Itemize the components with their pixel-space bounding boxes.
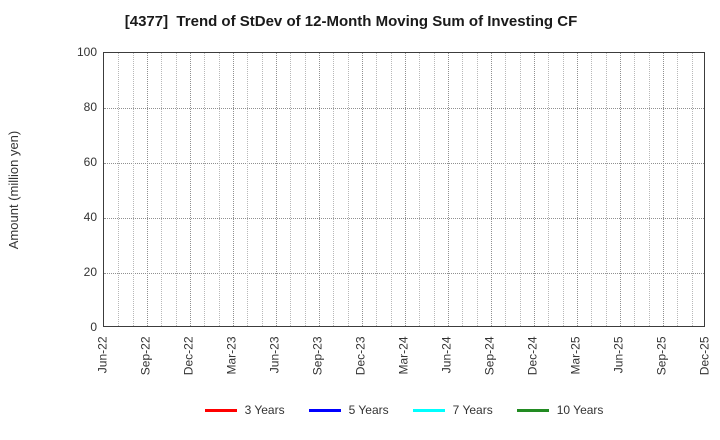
v-gridline	[161, 53, 163, 326]
v-gridline	[405, 53, 406, 326]
y-tick-label: 80	[83, 100, 97, 114]
x-tick-label: Dec-25	[697, 336, 712, 376]
x-tick-label: Dec-24	[525, 336, 540, 376]
v-gridline	[233, 53, 234, 326]
h-gridline	[104, 108, 704, 109]
v-gridline	[218, 53, 220, 326]
h-gridline	[104, 218, 704, 219]
chart-title: [4377] Trend of StDev of 12-Month Moving…	[124, 13, 578, 30]
y-axis-label: Amount (million yen)	[6, 130, 21, 250]
v-gridline	[677, 53, 679, 326]
v-gridline	[462, 53, 464, 326]
v-gridline	[691, 53, 693, 326]
x-tick-label: Jun-23	[267, 336, 282, 374]
v-gridline	[347, 53, 349, 326]
v-gridline	[562, 53, 564, 326]
legend-item-10-years: 10 Years	[516, 403, 604, 417]
legend-item-5-years: 5 Years	[308, 403, 389, 417]
v-gridline	[534, 53, 535, 326]
v-gridline	[419, 53, 421, 326]
v-gridline	[247, 53, 249, 326]
legend-item-7-years: 7 Years	[412, 403, 493, 417]
x-tick-label: Sep-24	[482, 336, 497, 376]
legend-line-swatch	[308, 408, 341, 412]
v-gridline	[276, 53, 277, 326]
v-gridline	[376, 53, 378, 326]
v-gridline	[433, 53, 435, 326]
v-gridline	[118, 53, 120, 326]
plot-area	[103, 52, 705, 327]
v-gridline	[577, 53, 578, 326]
v-gridline	[333, 53, 335, 326]
legend-line-swatch	[204, 408, 237, 412]
y-tick-label: 20	[83, 265, 97, 279]
y-tick-label: 40	[83, 210, 97, 224]
v-gridline	[476, 53, 478, 326]
v-gridline	[147, 53, 148, 326]
x-tick-label: Jun-25	[611, 336, 626, 374]
y-tick-label: 0	[90, 320, 97, 334]
x-tick-label: Mar-23	[224, 336, 239, 375]
x-tick-label: Jun-24	[439, 336, 454, 374]
h-gridline	[104, 163, 704, 164]
v-gridline	[190, 53, 191, 326]
v-gridline	[448, 53, 449, 326]
legend-label: 5 Years	[348, 403, 389, 417]
legend-label: 10 Years	[556, 403, 604, 417]
v-gridline	[132, 53, 134, 326]
v-gridline	[175, 53, 177, 326]
x-tick-label: Dec-23	[353, 336, 368, 376]
v-gridline	[663, 53, 664, 326]
v-gridline	[548, 53, 550, 326]
v-gridline	[362, 53, 363, 326]
x-tick-label: Sep-25	[654, 336, 669, 376]
v-gridline	[591, 53, 593, 326]
legend-line-swatch	[516, 408, 549, 412]
y-tick-label: 100	[76, 45, 97, 59]
legend: 3 Years 5 Years 7 Years 10 Years	[103, 401, 705, 419]
x-tick-label: Mar-24	[396, 336, 411, 375]
v-gridline	[620, 53, 621, 326]
x-tick-label: Mar-25	[568, 336, 583, 375]
y-tick-label: 60	[83, 155, 97, 169]
v-gridline	[390, 53, 392, 326]
v-gridline	[261, 53, 263, 326]
x-tick-label: Dec-22	[181, 336, 196, 376]
v-gridline	[634, 53, 636, 326]
v-gridline	[491, 53, 492, 326]
v-gridline	[319, 53, 320, 326]
v-gridline	[304, 53, 306, 326]
x-tick-label: Sep-22	[138, 336, 153, 376]
legend-item-3-years: 3 Years	[204, 403, 285, 417]
x-tick-label: Sep-23	[310, 336, 325, 376]
v-gridline	[648, 53, 650, 326]
v-gridline	[505, 53, 507, 326]
v-gridline	[204, 53, 206, 326]
v-gridline	[519, 53, 521, 326]
legend-line-swatch	[412, 408, 445, 412]
x-tick-label: Jun-22	[95, 336, 110, 374]
v-gridline	[290, 53, 292, 326]
legend-label: 7 Years	[452, 403, 493, 417]
v-gridline	[605, 53, 607, 326]
legend-label: 3 Years	[244, 403, 285, 417]
h-gridline	[104, 273, 704, 274]
